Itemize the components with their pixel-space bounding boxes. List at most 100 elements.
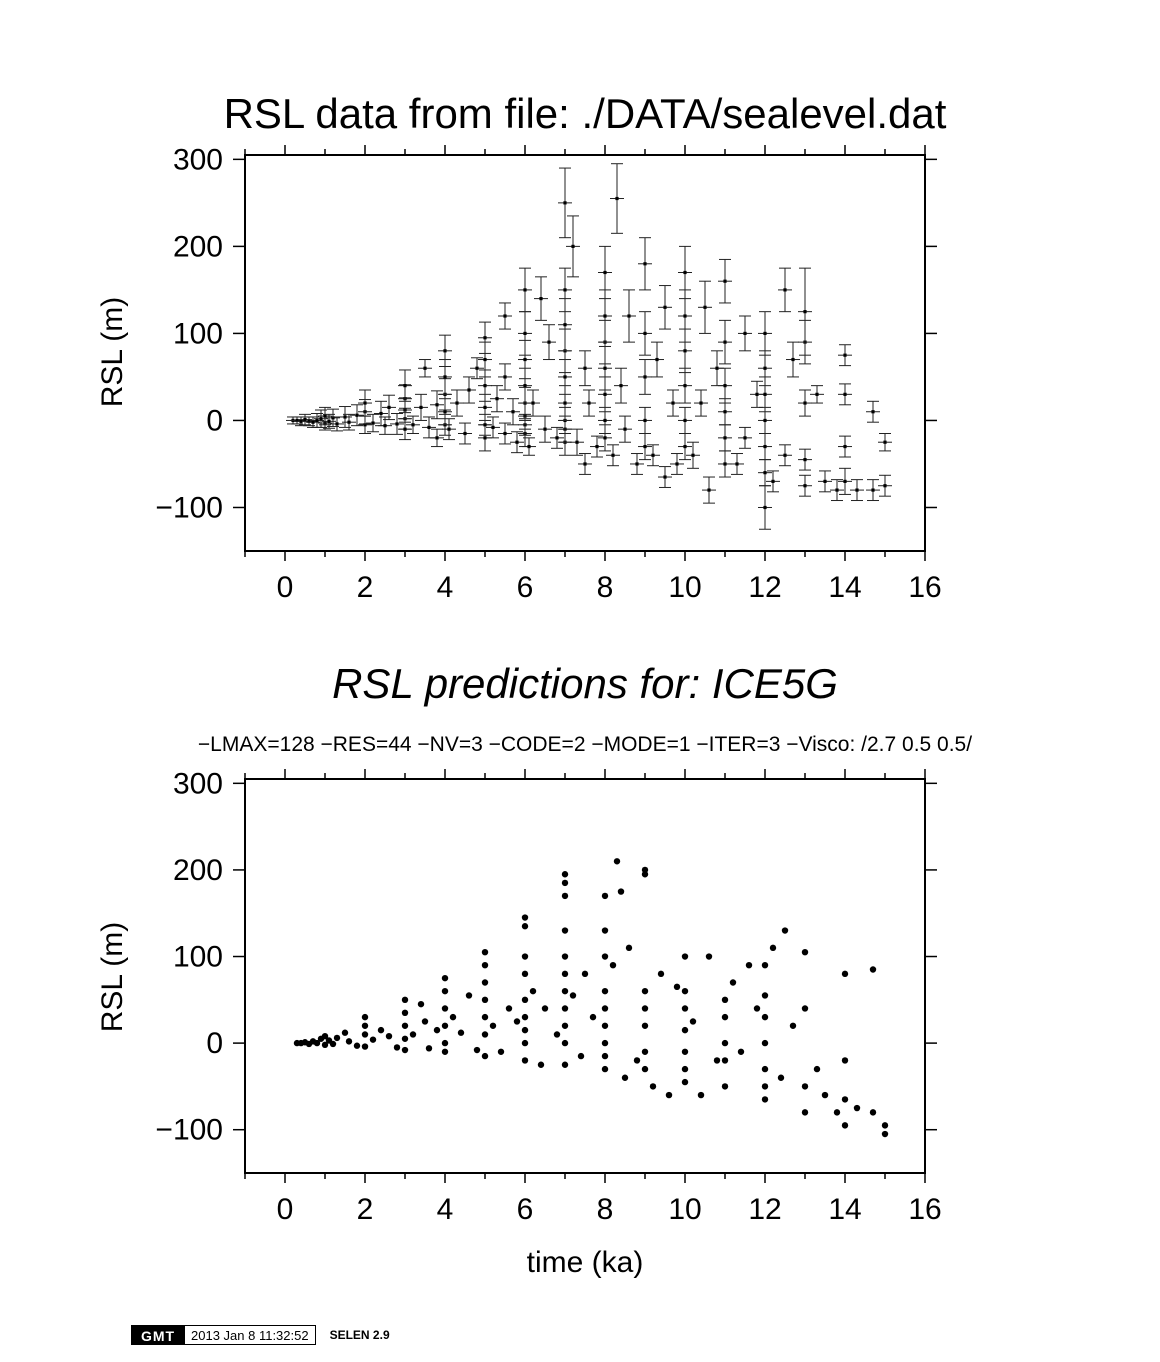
error-bar — [758, 433, 772, 461]
data-point — [495, 397, 499, 401]
data-point — [329, 1040, 337, 1048]
data-point — [673, 983, 681, 991]
error-bar — [498, 422, 512, 445]
data-point — [587, 401, 591, 405]
error-bar — [578, 453, 592, 475]
data-point — [521, 1026, 529, 1034]
data-point — [595, 444, 599, 449]
data-point — [603, 418, 607, 423]
data-point — [583, 366, 587, 370]
data-point — [783, 453, 787, 457]
data-point — [841, 1096, 849, 1103]
data-point — [881, 1122, 889, 1129]
data-point — [543, 427, 547, 431]
data-point — [803, 401, 807, 405]
x-tick-label: 12 — [748, 571, 781, 604]
data-point — [723, 410, 727, 414]
error-bar — [738, 315, 752, 352]
data-point — [763, 444, 767, 449]
data-point — [601, 927, 609, 934]
data-point — [723, 436, 727, 440]
data-point — [361, 1013, 369, 1021]
data-point — [441, 1022, 449, 1029]
data-point — [681, 953, 689, 960]
data-point — [355, 413, 359, 417]
data-point — [581, 970, 589, 978]
data-point — [665, 1091, 673, 1099]
error-bar — [830, 479, 844, 502]
data-point — [813, 1065, 821, 1073]
x-axis: 0 2 4 6 8 10 12 14 16 — [244, 145, 942, 604]
data-point — [577, 1052, 585, 1060]
x-tick-label: 16 — [908, 571, 941, 604]
error-bar — [778, 444, 792, 467]
data-point — [623, 427, 627, 431]
error-bar — [686, 441, 700, 469]
data-point — [763, 392, 767, 396]
error-bar — [622, 289, 636, 343]
data-point — [481, 1013, 489, 1021]
error-bar — [606, 444, 620, 467]
data-point — [513, 1018, 521, 1025]
data-point — [363, 401, 367, 405]
data-point — [561, 871, 569, 878]
error-bar — [510, 431, 524, 454]
error-bar — [442, 418, 456, 441]
error-bar — [646, 444, 660, 467]
data-point — [601, 1052, 609, 1060]
data-point — [299, 419, 303, 423]
y-axis-label: RSL (m) — [96, 297, 129, 408]
plot-frame — [244, 154, 926, 552]
data-point — [619, 384, 623, 388]
error-bar — [658, 466, 672, 488]
data-points — [286, 163, 892, 530]
data-point — [761, 1039, 769, 1047]
data-point — [691, 453, 695, 457]
data-point — [705, 953, 713, 960]
data-point — [385, 1032, 393, 1040]
data-point — [353, 1042, 361, 1049]
x-tick-label: 0 — [277, 571, 294, 604]
x-tick-label: 6 — [517, 571, 534, 604]
data-point — [393, 1044, 401, 1051]
error-bar — [738, 426, 752, 449]
data-point — [449, 1013, 457, 1021]
data-point — [555, 436, 559, 440]
data-point — [575, 440, 579, 444]
error-bar — [798, 389, 812, 417]
data-point — [843, 444, 847, 449]
data-point — [481, 1031, 489, 1038]
data-point — [723, 384, 727, 388]
data-point — [651, 453, 655, 457]
data-point — [491, 425, 495, 430]
data-point — [483, 384, 487, 388]
data-point — [883, 440, 887, 444]
chart-title: RSL data from file: ./DATA/sealevel.dat — [224, 90, 947, 137]
data-point — [521, 953, 529, 960]
error-bar — [590, 435, 604, 458]
data-point — [615, 196, 619, 201]
data-point — [803, 310, 807, 314]
error-bar — [518, 311, 532, 356]
data-point — [609, 961, 617, 969]
data-point — [703, 305, 707, 309]
data-point — [561, 1022, 569, 1029]
error-bar — [866, 400, 880, 423]
data-point — [321, 1041, 329, 1049]
error-bar — [658, 285, 672, 330]
data-point — [707, 488, 711, 492]
data-point — [649, 1083, 657, 1090]
data-point — [681, 1005, 689, 1012]
error-bar — [450, 389, 464, 417]
data-point — [789, 1022, 797, 1029]
data-point — [881, 1130, 889, 1138]
data-point — [475, 366, 479, 370]
error-bar — [798, 474, 812, 497]
data-point — [347, 420, 351, 424]
data-point — [763, 366, 767, 370]
x-tick-label: 4 — [437, 1193, 454, 1226]
data-point — [303, 417, 307, 422]
data-point — [521, 996, 529, 1004]
data-point — [521, 970, 529, 978]
